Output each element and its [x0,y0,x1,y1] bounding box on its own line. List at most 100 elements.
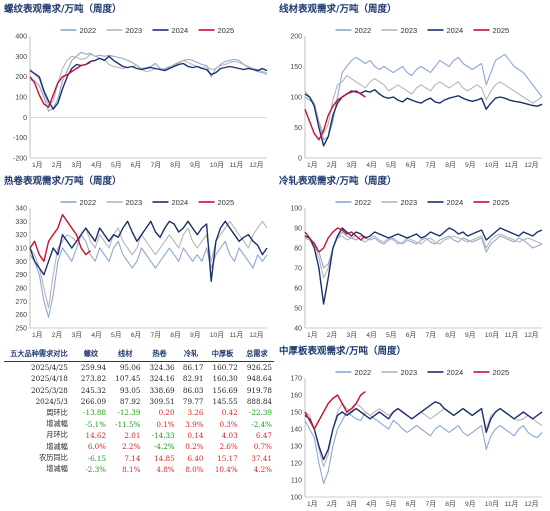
series-line-2023 [304,233,543,279]
legend-label: 2023 [401,26,418,35]
legend-label: 2025 [218,26,235,35]
table-cell: 266.09 [80,397,107,407]
legend-label: 2022 [80,198,97,207]
series-line-2022 [304,53,543,141]
table-cell: 0.7% [253,442,272,452]
x-tick-label: 1月 [32,161,43,169]
legend-label: 2024 [447,368,464,377]
table-cell: -11.5% [115,419,141,429]
table-cell: 86.03 [182,385,204,395]
x-tick-label: 9月 [190,161,201,169]
table-cell: 93.05 [119,385,141,395]
x-tick-label: 12月 [249,161,263,169]
table-cell: -5.1% [85,419,107,429]
row-label: 2025/3/28 [31,385,68,395]
table-cell: 4.03 [221,430,238,440]
legend-label: 2023 [401,198,418,207]
y-tick-label: 130 [290,444,302,451]
row-label: 增减幅 [46,419,68,429]
x-tick-label: 1月 [307,331,318,339]
y-tick-label: 80 [294,246,302,253]
legend-label: 2024 [447,26,464,35]
series-line-2022 [304,231,543,269]
table-row: 2025/4/25 259.94 95.06 324.36 86.17 160.72 926… [4,362,274,374]
table-row: 农历同比 -6.15 7.14 14.85 6.40 15.17 37.41 [4,452,274,463]
x-tick-label: 5月 [386,331,397,339]
table-header-row: 五大品种需求对比 螺纹 线材 热卷 冷轧 中厚板 总需求 [4,347,274,362]
row-label: 月环比 [46,430,68,440]
x-tick-label: 3月 [71,161,82,169]
row-label: 2025/4/18 [31,374,68,384]
y-tick-label: 400 [15,34,27,41]
x-tick-label: 10月 [210,161,224,169]
legend-label: 2023 [126,198,143,207]
table-cell: 0.2% [185,442,204,452]
x-tick-label: 12月 [524,331,538,339]
y-tick-label: 60 [294,286,302,293]
x-tick-label: 4月 [91,161,102,169]
legend-label: 2025 [493,368,510,377]
table-cell: 245.32 [80,385,107,395]
x-tick-label: 7月 [150,331,161,339]
table-cell: 37.41 [251,453,272,463]
row-label: 2024/5/3 [35,397,68,407]
series-line-2025 [304,90,366,141]
table-cell: 324.36 [149,363,175,373]
x-tick-label: 6月 [131,331,142,339]
table-cell: 0.20 [158,408,175,418]
x-tick-label: 2月 [327,161,338,169]
table-cell: 107.45 [115,374,141,384]
x-tick-label: 7月 [150,161,161,169]
table-cell: 14.85 [154,453,175,463]
table-header-cell: 总需求 [239,347,274,362]
y-tick-label: 340 [15,206,27,213]
x-tick-label: 4月 [91,331,102,339]
demand-comparison-table: 五大品种需求对比 螺纹 线材 热卷 冷轧 中厚板 总需求 2025/4/25 25… [4,347,274,475]
table-row: 增减幅 -2.3% 8.1% 4.8% 8.0% 10.4% 4.2% [4,464,274,475]
table-cell: 273.82 [80,374,107,384]
table-row: 2024/5/3 266.09 87.92 309.51 79.77 145.55 888.… [4,396,274,407]
y-tick-label: 250 [15,326,27,333]
x-tick-label: 6月 [406,500,417,508]
table-row: 月环比 14.62 2.01 -14.33 0.14 4.03 6.47 [4,430,274,441]
x-tick-label: 9月 [465,161,476,169]
table-row: 增减幅 -5.1% -11.5% 0.1% 3.9% 0.3% -2.4% [4,418,274,429]
series-line-2022 [29,51,268,112]
table-cell: -14.33 [151,430,175,440]
plate-chart-title: 中厚板表观需求/万吨（周度） [279,346,406,357]
x-tick-label: 9月 [465,500,476,508]
x-tick-label: 7月 [425,161,436,169]
legend-label: 2023 [126,26,143,35]
table-header-cell: 冷轧 [176,347,206,362]
x-tick-label: 6月 [131,161,142,169]
x-tick-label: 5月 [111,161,122,169]
y-tick-label: 150 [290,410,302,417]
y-tick-label: 90 [294,226,302,233]
x-tick-label: 1月 [307,161,318,169]
table-cell: -2.4% [251,419,272,429]
table-cell: 338.69 [149,385,175,395]
y-tick-label: 330 [15,219,27,226]
wire-rod-demand-chart: 2022 2023 2024 2025 200 150 100 50 0 1月 2月 3月 4月 5月 6月… [290,26,543,169]
y-tick-label: 300 [15,259,27,266]
table-cell: 2.01 [124,430,141,440]
legend-label: 2022 [355,26,372,35]
table-cell: 8.0% [185,464,204,474]
table-cell: -12.39 [117,408,141,418]
x-tick-label: 12月 [524,500,538,508]
cold-rolled-demand-panel: 冷轧表观需求/万吨（周度） 2022 2023 2024 2025 100 90 80 70 6… [275,172,550,342]
y-tick-label: 300 [15,54,27,61]
x-tick-label: 10月 [210,331,224,339]
hot-coil-demand-panel: 热卷表观需求/万吨（周度） 2022 2023 2024 2025 340 330 320 3… [0,172,275,342]
table-cell: 82.91 [182,374,204,384]
x-tick-label: 8月 [445,161,456,169]
table-row: 周环比 -13.88 -12.39 0.20 3.26 0.42 -22.39 [4,407,274,418]
table-cell: 926.25 [246,363,272,373]
x-tick-label: 10月 [485,500,499,508]
hot-coil-demand-chart: 2022 2023 2024 2025 340 330 320 310 300 290 280 270… [15,198,268,339]
x-tick-label: 5月 [386,500,397,508]
y-tick-label: 150 [290,64,302,71]
x-tick-label: 11月 [504,500,518,508]
x-tick-label: 2月 [327,500,338,508]
x-tick-label: 7月 [425,500,436,508]
